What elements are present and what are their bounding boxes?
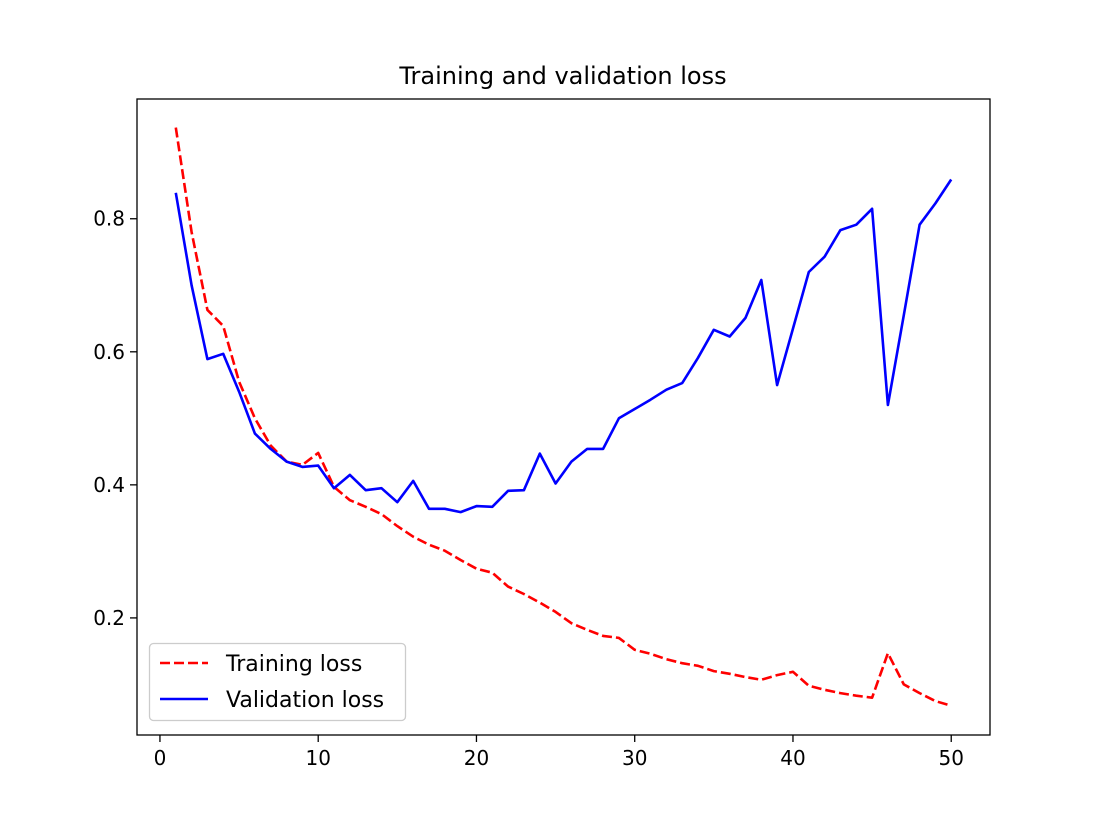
x-tick-label: 40 bbox=[780, 746, 805, 770]
legend-box bbox=[148, 642, 407, 722]
x-tick-label: 20 bbox=[464, 746, 489, 770]
plot-frame bbox=[136, 98, 991, 736]
legend-training-label: Training loss bbox=[225, 652, 362, 677]
x-tick-label: 30 bbox=[622, 746, 647, 770]
x-tick-label: 10 bbox=[305, 746, 330, 770]
y-tick-label: 0.2 bbox=[93, 606, 125, 630]
y-axis: 0.2 0.4 0.6 0.8 bbox=[93, 207, 137, 630]
x-axis: 0 10 20 30 40 50 bbox=[154, 735, 964, 770]
chart-title: Training and validation loss bbox=[398, 62, 726, 90]
validation-loss-line bbox=[174, 178, 953, 514]
legend-validation-label: Validation loss bbox=[226, 688, 384, 713]
x-tick-label: 0 bbox=[154, 746, 167, 770]
y-tick-label: 0.4 bbox=[93, 473, 125, 497]
x-tick-label: 50 bbox=[939, 746, 964, 770]
y-tick-label: 0.8 bbox=[93, 207, 125, 231]
series-layer bbox=[174, 127, 953, 707]
legend: Training loss Validation loss bbox=[148, 642, 407, 722]
y-tick-label: 0.6 bbox=[93, 340, 125, 364]
training-loss-line bbox=[174, 127, 952, 707]
